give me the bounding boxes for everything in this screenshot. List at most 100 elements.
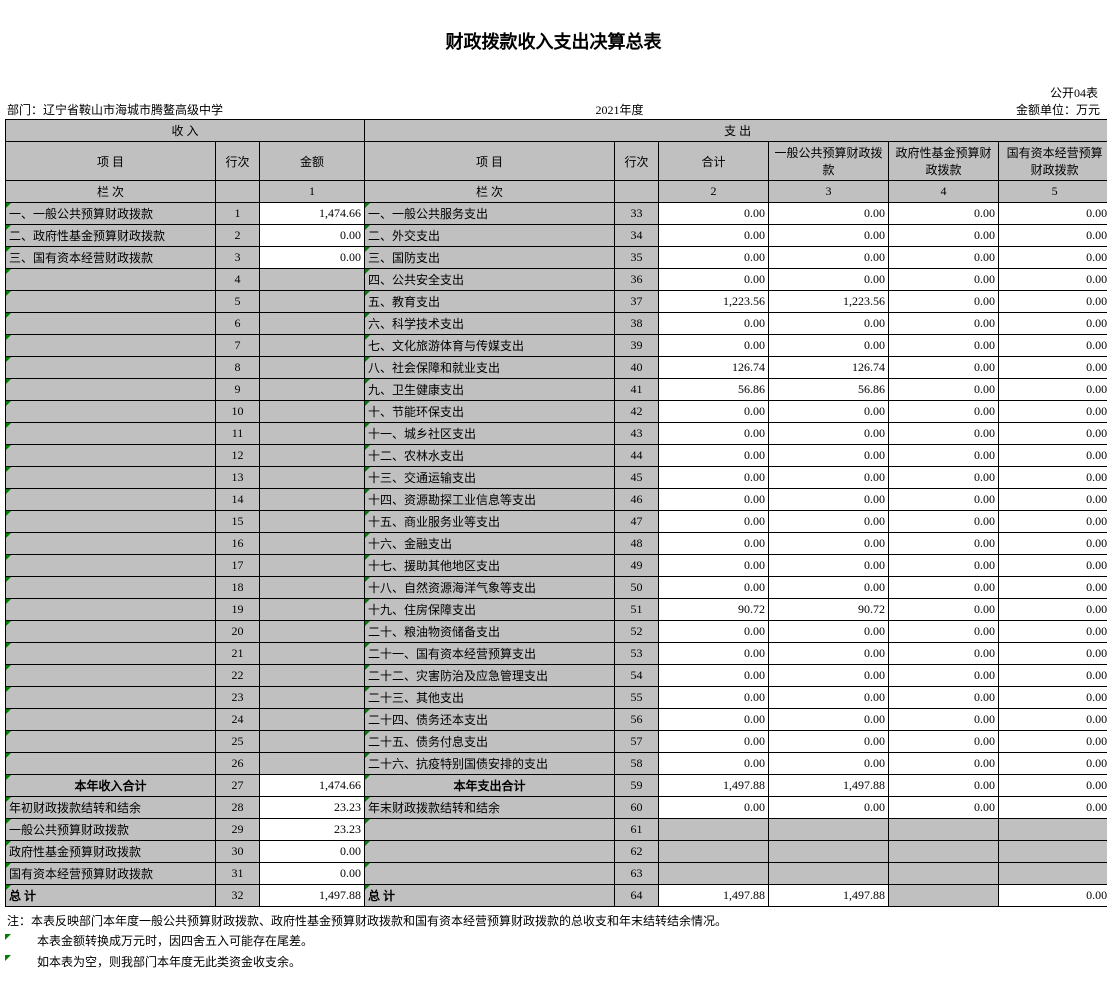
in-amt: 1,474.66 — [260, 203, 365, 225]
out-item: 二十五、债务付息支出 — [365, 731, 615, 753]
table-row: 一、一般公共预算财政拨款11,474.66一、一般公共服务支出330.000.0… — [6, 203, 1107, 225]
hdr-blank-2 — [615, 181, 659, 203]
in-item — [6, 621, 216, 643]
table-row: 19 十九、住房保障支出5190.7290.720.000.00 — [6, 599, 1107, 621]
c4: 0.00 — [889, 423, 999, 445]
out-rn: 63 — [615, 863, 659, 885]
c4: 0.00 — [889, 379, 999, 401]
c3: 0.00 — [769, 269, 889, 291]
table-row: 4 四、公共安全支出360.000.000.000.00 — [6, 269, 1107, 291]
in-rn: 16 — [216, 533, 260, 555]
in-item — [6, 467, 216, 489]
c2: 0.00 — [659, 313, 769, 335]
in-amt — [260, 357, 365, 379]
c3: 0.00 — [769, 753, 889, 775]
in-rn: 17 — [216, 555, 260, 577]
c5: 0.00 — [999, 797, 1107, 819]
in-rn: 28 — [216, 797, 260, 819]
in-item — [6, 335, 216, 357]
c2: 0.00 — [659, 687, 769, 709]
c5: 0.00 — [999, 401, 1107, 423]
c5: 0.00 — [999, 511, 1107, 533]
c3: 1,497.88 — [769, 775, 889, 797]
c4: 0.00 — [889, 753, 999, 775]
c5: 0.00 — [999, 665, 1107, 687]
c4: 0.00 — [889, 731, 999, 753]
table-row: 24 二十四、债务还本支出560.000.000.000.00 — [6, 709, 1107, 731]
in-amt — [260, 731, 365, 753]
out-rn: 51 — [615, 599, 659, 621]
out-item: 十六、金融支出 — [365, 533, 615, 555]
in-rn: 15 — [216, 511, 260, 533]
c4: 0.00 — [889, 225, 999, 247]
table-row: 一般公共预算财政拨款2923.2361 — [6, 819, 1107, 841]
c3: 0.00 — [769, 511, 889, 533]
c4: 0.00 — [889, 357, 999, 379]
out-item: 八、社会保障和就业支出 — [365, 357, 615, 379]
dept: 部门：辽宁省鞍山市海城市腾鳌高级中学 — [7, 101, 223, 118]
c3: 0.00 — [769, 577, 889, 599]
c2 — [659, 819, 769, 841]
c2: 0.00 — [659, 643, 769, 665]
out-rn: 40 — [615, 357, 659, 379]
out-item: 十七、援助其他地区支出 — [365, 555, 615, 577]
total-out-item: 总 计 — [365, 885, 615, 907]
hdr-lan-out: 栏 次 — [365, 181, 615, 203]
c3: 0.00 — [769, 621, 889, 643]
c4: 0.00 — [889, 533, 999, 555]
c2 — [659, 863, 769, 885]
c2: 0.00 — [659, 533, 769, 555]
out-rn: 37 — [615, 291, 659, 313]
c2: 0.00 — [659, 511, 769, 533]
out-rn: 57 — [615, 731, 659, 753]
total-c5: 0.00 — [999, 885, 1107, 907]
in-amt — [260, 445, 365, 467]
in-rn: 1 — [216, 203, 260, 225]
meta-row: 部门：辽宁省鞍山市海城市腾鳌高级中学 2021年度 金额单位：万元 — [5, 101, 1102, 118]
table-row: 11 十一、城乡社区支出430.000.000.000.00 — [6, 423, 1107, 445]
out-rn: 50 — [615, 577, 659, 599]
in-item: 年初财政拨款结转和结余 — [6, 797, 216, 819]
in-amt — [260, 533, 365, 555]
in-rn: 14 — [216, 489, 260, 511]
out-rn: 58 — [615, 753, 659, 775]
c5: 0.00 — [999, 313, 1107, 335]
in-rn: 7 — [216, 335, 260, 357]
c2: 0.00 — [659, 401, 769, 423]
c4: 0.00 — [889, 797, 999, 819]
c3: 126.74 — [769, 357, 889, 379]
out-rn: 54 — [615, 665, 659, 687]
out-rn: 48 — [615, 533, 659, 555]
c5: 0.00 — [999, 357, 1107, 379]
out-rn: 52 — [615, 621, 659, 643]
in-item: 二、政府性基金预算财政拨款 — [6, 225, 216, 247]
in-item — [6, 357, 216, 379]
table-row: 17 十七、援助其他地区支出490.000.000.000.00 — [6, 555, 1107, 577]
c5: 0.00 — [999, 489, 1107, 511]
total-in-rn: 32 — [216, 885, 260, 907]
c4: 0.00 — [889, 335, 999, 357]
c4: 0.00 — [889, 621, 999, 643]
c4: 0.00 — [889, 775, 999, 797]
c4: 0.00 — [889, 401, 999, 423]
table-row: 12 十二、农林水支出440.000.000.000.00 — [6, 445, 1107, 467]
out-rn: 39 — [615, 335, 659, 357]
c2: 0.00 — [659, 797, 769, 819]
c3: 0.00 — [769, 203, 889, 225]
note-2: 本表金额转换成万元时，因四舍五入可能存在尾差。 — [7, 931, 1102, 951]
c4 — [889, 863, 999, 885]
c4: 0.00 — [889, 269, 999, 291]
c5: 0.00 — [999, 423, 1107, 445]
table-row: 20 二十、粮油物资储备支出520.000.000.000.00 — [6, 621, 1107, 643]
c2: 0.00 — [659, 335, 769, 357]
c2: 0.00 — [659, 423, 769, 445]
unit: 金额单位：万元 — [1016, 101, 1100, 118]
c3: 0.00 — [769, 533, 889, 555]
c5: 0.00 — [999, 533, 1107, 555]
c2: 0.00 — [659, 665, 769, 687]
out-item: 二十三、其他支出 — [365, 687, 615, 709]
total-row: 总 计 32 1,497.88 总 计 64 1,497.88 1,497.88… — [6, 885, 1107, 907]
out-item: 十五、商业服务业等支出 — [365, 511, 615, 533]
dept-name: 辽宁省鞍山市海城市腾鳌高级中学 — [43, 103, 223, 117]
table-row: 18 十八、自然资源海洋气象等支出500.000.000.000.00 — [6, 577, 1107, 599]
